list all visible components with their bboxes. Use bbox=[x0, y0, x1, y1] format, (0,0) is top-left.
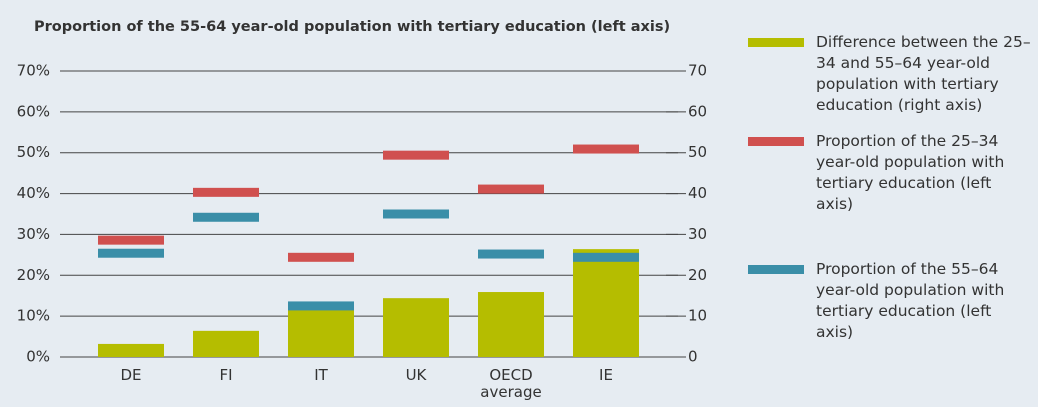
y-tick-label: 60% bbox=[17, 102, 50, 120]
legend-swatch bbox=[748, 137, 804, 146]
bar bbox=[193, 330, 259, 357]
y2-tick-label: 0 bbox=[688, 348, 698, 366]
x-tick-label: FI bbox=[219, 366, 233, 384]
y2-tick-label: 30 bbox=[688, 225, 707, 243]
marker bbox=[478, 249, 544, 259]
y-tick-label: 10% bbox=[17, 307, 50, 325]
legend-swatch bbox=[748, 265, 804, 274]
bar bbox=[573, 249, 639, 357]
y-tick-label: 40% bbox=[17, 184, 50, 202]
marker bbox=[573, 144, 639, 154]
y-tick-label: 30% bbox=[17, 225, 50, 243]
y2-tick-label: 10 bbox=[688, 307, 707, 325]
y-tick-label: 20% bbox=[17, 266, 50, 284]
x-tick-label: IE bbox=[599, 366, 613, 384]
marker bbox=[193, 212, 259, 222]
y2-tick-label: 70 bbox=[688, 62, 707, 80]
marker bbox=[98, 248, 164, 258]
x-tick-label: IT bbox=[314, 366, 328, 384]
marker bbox=[193, 187, 259, 197]
bar bbox=[288, 310, 354, 357]
x-tick-label: UK bbox=[405, 366, 427, 384]
x-tick-label: DE bbox=[120, 366, 142, 384]
y2-tick-label: 60 bbox=[688, 102, 707, 120]
bar bbox=[383, 298, 449, 357]
marker bbox=[383, 209, 449, 219]
y-tick-label: 0% bbox=[26, 348, 50, 366]
x-tick-label: OECD average bbox=[480, 366, 542, 401]
y-tick-label: 50% bbox=[17, 143, 50, 161]
marker bbox=[573, 252, 639, 262]
marker bbox=[98, 235, 164, 245]
y-tick-label: 70% bbox=[17, 62, 50, 80]
legend-label: Proportion of the 25–34 year-old populat… bbox=[816, 132, 1005, 213]
legend-label: Proportion of the 55–64 year-old populat… bbox=[816, 260, 1005, 341]
marker bbox=[478, 184, 544, 194]
chart-title: Proportion of the 55-64 year-old populat… bbox=[34, 19, 670, 35]
y2-tick-label: 20 bbox=[688, 266, 707, 284]
legend-label: Difference between the 25–34 and 55–64 y… bbox=[816, 33, 1031, 114]
marker bbox=[288, 252, 354, 262]
y2-tick-label: 50 bbox=[688, 143, 707, 161]
legend-swatch bbox=[748, 38, 804, 47]
bar bbox=[478, 292, 544, 357]
y2-tick-label: 40 bbox=[688, 184, 707, 202]
marker bbox=[383, 150, 449, 160]
marker bbox=[288, 301, 354, 311]
bar bbox=[98, 343, 164, 357]
